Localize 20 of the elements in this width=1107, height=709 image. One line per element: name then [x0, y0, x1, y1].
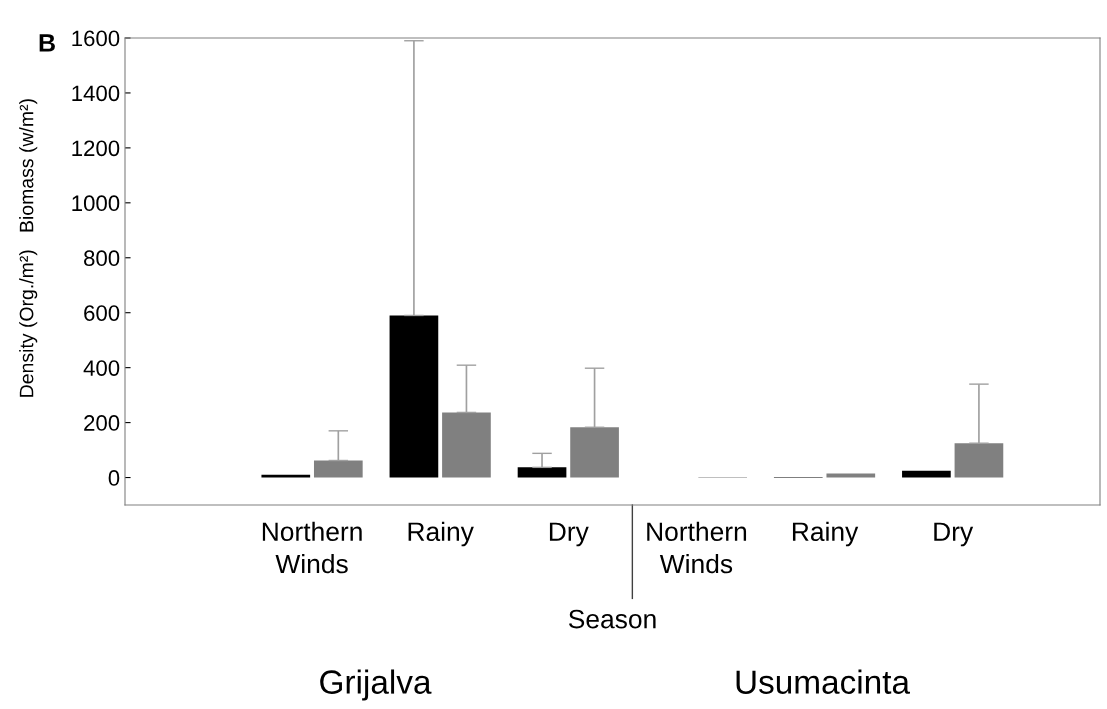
y-tick-label: 1600: [72, 30, 120, 47]
y-tick-label: 200: [84, 415, 120, 431]
x-tick-label: Dry: [549, 522, 589, 547]
x-tick-label: Rainy: [408, 521, 474, 547]
x-tick-label: Dry: [934, 522, 974, 547]
y-tick-label: 800: [84, 250, 120, 267]
y-tick-label: 1400: [72, 85, 120, 102]
y-tick-label: 1000: [72, 195, 120, 212]
y-tick-label: 0: [108, 470, 120, 486]
x-axis-title: Season: [568, 609, 656, 629]
x-tick-label: Northern Winds: [647, 521, 747, 574]
y-tick-label: 400: [83, 360, 120, 376]
x-tick-label: Rainy: [792, 521, 859, 547]
text: Grijalva: [320, 669, 432, 701]
y-tick-label: 1200: [72, 140, 120, 157]
text: B: [39, 34, 55, 52]
x-tick-label: Northern Winds: [262, 521, 362, 574]
text: Usumacinta: [736, 669, 910, 694]
y-axis-title: Density (Org./m²) Biomass (w/m²): [19, 99, 38, 397]
y-tick-label: 600: [84, 305, 120, 321]
